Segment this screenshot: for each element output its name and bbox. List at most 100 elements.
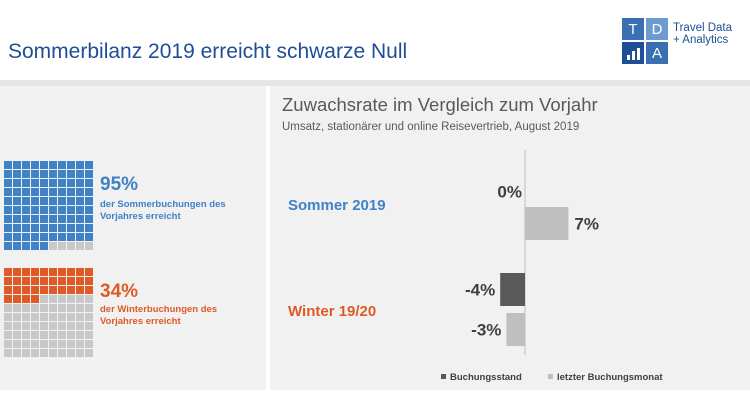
winter-waffle-cell bbox=[85, 286, 93, 294]
summer-waffle-cell bbox=[85, 233, 93, 241]
summer-waffle-cell bbox=[22, 188, 30, 196]
summer-waffle-cell bbox=[76, 224, 84, 232]
tda-logo: T D A Travel Data + Analytics bbox=[622, 18, 746, 64]
summer-waffle-cell bbox=[58, 170, 66, 178]
summer-waffle-cell bbox=[49, 197, 57, 205]
winter-waffle-cell bbox=[31, 313, 39, 321]
summer-waffle-cell bbox=[76, 215, 84, 223]
winter-waffle-cell bbox=[4, 277, 12, 285]
winter-waffle-cell bbox=[76, 322, 84, 330]
winter-waffle-cell bbox=[58, 313, 66, 321]
winter-waffle-cell bbox=[67, 313, 75, 321]
summer-waffle-cell bbox=[13, 170, 21, 178]
winter-waffle-cell bbox=[85, 304, 93, 312]
legend-label: Buchungsstand bbox=[450, 372, 522, 383]
winter-waffle-cell bbox=[22, 268, 30, 276]
winter-waffle-cell bbox=[58, 340, 66, 348]
summer-waffle-cell bbox=[67, 170, 75, 178]
summer-waffle-cell bbox=[76, 197, 84, 205]
summer-waffle-cell bbox=[85, 242, 93, 250]
summer-waffle-cell bbox=[13, 161, 21, 169]
winter-waffle-cell bbox=[31, 322, 39, 330]
winter-waffle-cell bbox=[76, 331, 84, 339]
winter-waffle-cell bbox=[85, 322, 93, 330]
summer-waffle-cell bbox=[40, 179, 48, 187]
winter-waffle-cell bbox=[40, 349, 48, 357]
winter-waffle-cell bbox=[67, 286, 75, 294]
winter-waffle-cell bbox=[40, 268, 48, 276]
summer-waffle-cell bbox=[58, 197, 66, 205]
winter-waffle-cell bbox=[76, 277, 84, 285]
winter-waffle-cell bbox=[76, 286, 84, 294]
growth-bar-chart: Sommer 2019 0% 7% Winter 19/20 -4% -3% Buchung… bbox=[288, 150, 663, 383]
winter-waffle-cell bbox=[4, 313, 12, 321]
winter-percent: 34% bbox=[100, 281, 139, 302]
summer-waffle-cell bbox=[67, 206, 75, 214]
summer-waffle-cell bbox=[58, 206, 66, 214]
summer-waffle-cell bbox=[58, 224, 66, 232]
winter-waffle-cell bbox=[76, 349, 84, 357]
winter-waffle-cell bbox=[58, 304, 66, 312]
summer-waffle-cell bbox=[22, 197, 30, 205]
winter-waffle-cell bbox=[4, 286, 12, 294]
data-label: 0% bbox=[497, 183, 522, 202]
summer-waffle bbox=[4, 161, 93, 250]
summer-waffle-cell bbox=[67, 197, 75, 205]
summer-waffle-cell bbox=[22, 170, 30, 178]
winter-waffle-cell bbox=[58, 349, 66, 357]
winter-waffle-cell bbox=[4, 295, 12, 303]
winter-waffle-cell bbox=[4, 349, 12, 357]
logo-text-line2: + Analytics bbox=[673, 34, 729, 46]
summer-waffle-cell bbox=[4, 215, 12, 223]
category-label: Sommer 2019 bbox=[288, 197, 386, 214]
summer-waffle-cell bbox=[58, 233, 66, 241]
summer-waffle-cell bbox=[31, 206, 39, 214]
winter-waffle-cell bbox=[67, 268, 75, 276]
summer-waffle-cell bbox=[49, 188, 57, 196]
summer-waffle-cell bbox=[67, 161, 75, 169]
summer-waffle-cell bbox=[31, 188, 39, 196]
winter-waffle-cell bbox=[22, 322, 30, 330]
page-title: Sommerbilanz 2019 erreicht schwarze Null bbox=[8, 40, 408, 63]
winter-waffle-cell bbox=[58, 286, 66, 294]
winter-waffle-cell bbox=[31, 295, 39, 303]
winter-waffle-cell bbox=[76, 268, 84, 276]
header-divider bbox=[0, 80, 750, 86]
winter-waffle-cell bbox=[13, 340, 21, 348]
summer-waffle-cell bbox=[49, 224, 57, 232]
winter-waffle-cell bbox=[40, 286, 48, 294]
summer-waffle-cell bbox=[31, 170, 39, 178]
summer-waffle-cell bbox=[85, 161, 93, 169]
summer-waffle-cell bbox=[85, 206, 93, 214]
winter-waffle-cell bbox=[40, 313, 48, 321]
winter-waffle-cell bbox=[49, 295, 57, 303]
winter-waffle-cell bbox=[49, 340, 57, 348]
summer-waffle-cell bbox=[31, 197, 39, 205]
summer-waffle-cell bbox=[31, 215, 39, 223]
summer-waffle-cell bbox=[13, 188, 21, 196]
winter-waffle-cell bbox=[4, 340, 12, 348]
summer-waffle-cell bbox=[85, 170, 93, 178]
winter-waffle-cell bbox=[22, 286, 30, 294]
summer-waffle-cell bbox=[67, 233, 75, 241]
summer-waffle-cell bbox=[85, 179, 93, 187]
winter-waffle-cell bbox=[67, 331, 75, 339]
winter-waffle-cell bbox=[40, 295, 48, 303]
winter-waffle-cell bbox=[31, 331, 39, 339]
summer-waffle-cell bbox=[4, 188, 12, 196]
winter-waffle-cell bbox=[85, 277, 93, 285]
summer-waffle-cell bbox=[4, 233, 12, 241]
logo-bar-chart-icon bbox=[622, 42, 644, 64]
legend-label: letzter Buchungsmonat bbox=[557, 372, 663, 383]
summer-waffle-cell bbox=[85, 224, 93, 232]
summer-waffle-cell bbox=[76, 170, 84, 178]
winter-waffle-cell bbox=[40, 277, 48, 285]
summer-waffle-cell bbox=[49, 242, 57, 250]
winter-waffle-cell bbox=[40, 331, 48, 339]
winter-waffle-cell bbox=[22, 349, 30, 357]
winter-waffle-cell bbox=[22, 304, 30, 312]
summer-percent: 95% bbox=[100, 174, 139, 195]
summer-waffle-cell bbox=[67, 188, 75, 196]
winter-waffle-cell bbox=[40, 304, 48, 312]
summer-waffle-cell bbox=[22, 161, 30, 169]
